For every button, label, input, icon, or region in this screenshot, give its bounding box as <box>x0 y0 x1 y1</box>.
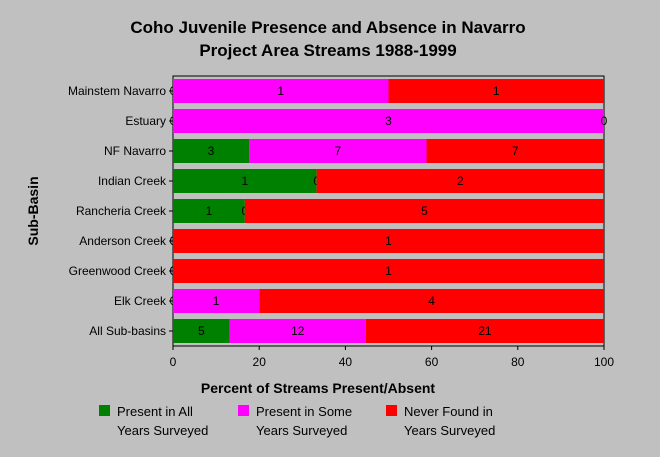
bar-segment <box>173 109 604 133</box>
bar-segment <box>173 319 230 343</box>
bar-segment <box>173 289 260 313</box>
bar-value-label: 21 <box>478 324 492 338</box>
bar-value-label: 5 <box>421 204 428 218</box>
bar-value-label: 4 <box>428 294 435 308</box>
bar-value-label: 1 <box>213 294 220 308</box>
category-label: Estuary <box>125 114 166 128</box>
category-label: All Sub-basins <box>89 324 166 338</box>
bar-value-label: 12 <box>291 324 305 338</box>
bar-value-label: 1 <box>241 174 248 188</box>
bar-value-label: 5 <box>198 324 205 338</box>
bar-value-label: 3 <box>208 144 215 158</box>
legend-label: Years Surveyed <box>404 423 495 438</box>
category-label: Mainstem Navarro <box>68 84 166 98</box>
bar-value-label: 1 <box>493 84 500 98</box>
legend-label: Years Surveyed <box>117 423 208 438</box>
legend-swatch <box>238 405 249 416</box>
category-labels: Mainstem Navarro Estuary NF Navarro Indian … <box>68 84 173 338</box>
x-tick-label: 0 <box>170 355 177 369</box>
legend: Present in All Years Surveyed Present in S… <box>99 404 495 438</box>
chart-title-line-2: Project Area Streams 1988-1999 <box>199 41 456 60</box>
legend-swatch <box>386 405 397 416</box>
legend-label: Years Surveyed <box>256 423 347 438</box>
x-ticks: 0 20 40 60 80 100 <box>170 346 614 369</box>
bar-value-label: 1 <box>206 204 213 218</box>
category-label: Indian Creek <box>98 174 167 188</box>
category-label: Anderson Creek <box>79 234 167 248</box>
bar-segment <box>388 79 604 103</box>
x-tick-label: 20 <box>253 355 267 369</box>
bars-layer: 01103037710210500100101451221 <box>170 79 608 343</box>
bar-segment <box>259 289 604 313</box>
bar-value-label: 1 <box>385 234 392 248</box>
bar-segment <box>249 139 427 163</box>
category-label: NF Navarro <box>104 144 166 158</box>
bar-segment <box>426 139 604 163</box>
bar-segment <box>173 79 389 103</box>
bar-segment <box>173 259 604 283</box>
y-axis-title: Sub-Basin <box>25 176 41 245</box>
legend-label: Present in All <box>117 404 193 419</box>
bar-value-label: 0 <box>601 114 608 128</box>
bar-value-label: 7 <box>334 144 341 158</box>
bar-segment <box>173 139 250 163</box>
legend-label: Present in Some <box>256 404 352 419</box>
bar-value-label: 1 <box>277 84 284 98</box>
bar-value-label: 1 <box>385 264 392 278</box>
x-axis-title: Percent of Streams Present/Absent <box>201 380 436 396</box>
x-tick-label: 100 <box>594 355 614 369</box>
x-tick-label: 80 <box>511 355 525 369</box>
category-label: Greenwood Creek <box>69 264 167 278</box>
bar-segment <box>229 319 366 343</box>
category-label: Rancheria Creek <box>76 204 167 218</box>
bar-segment <box>173 199 245 223</box>
bar-value-label: 7 <box>512 144 519 158</box>
bar-segment <box>365 319 604 343</box>
legend-label: Never Found in <box>404 404 493 419</box>
chart-title-line-1: Coho Juvenile Presence and Absence in Na… <box>130 18 525 37</box>
bar-segment <box>244 199 605 223</box>
bar-segment <box>316 169 604 193</box>
bar-segment <box>173 169 317 193</box>
legend-swatch <box>99 405 110 416</box>
x-tick-label: 40 <box>339 355 353 369</box>
x-tick-label: 60 <box>425 355 439 369</box>
category-label: Elk Creek <box>114 294 167 308</box>
bar-value-label: 3 <box>385 114 392 128</box>
bar-segment <box>173 229 604 253</box>
bar-value-label: 2 <box>457 174 464 188</box>
